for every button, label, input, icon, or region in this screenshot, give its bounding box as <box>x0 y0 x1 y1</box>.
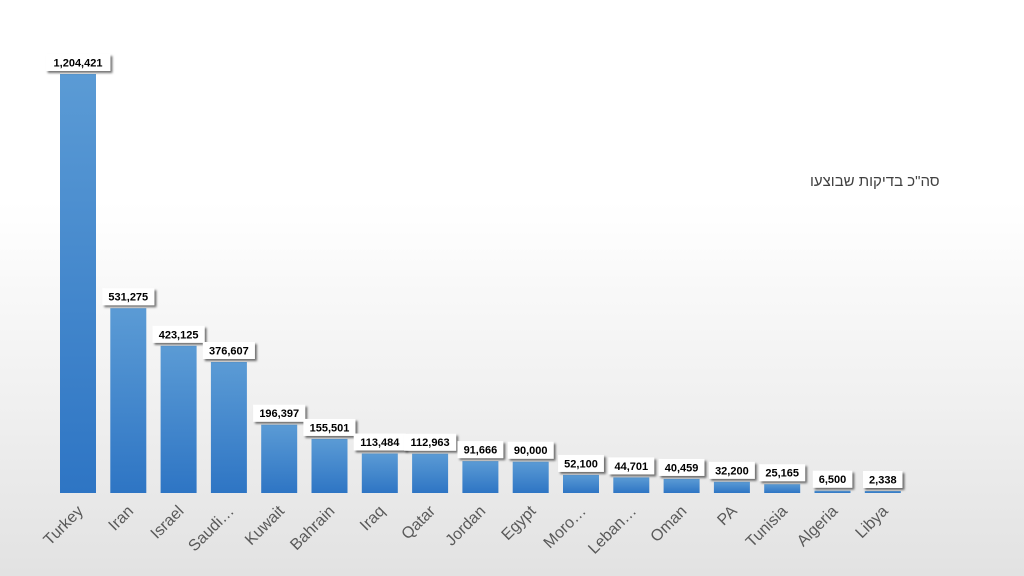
bar-6 <box>361 453 398 493</box>
value-label-box-3 <box>202 342 255 359</box>
bar-11 <box>613 477 650 493</box>
bar-5 <box>311 438 348 493</box>
bar-2 <box>160 345 197 493</box>
value-label-box-2 <box>152 325 205 343</box>
value-label-10: 52,100 <box>564 458 598 470</box>
value-label-box-8 <box>457 441 504 459</box>
chart-title: סה"כ בדיקות שבוצעו <box>810 173 940 190</box>
category-label-16: Libya <box>853 503 892 542</box>
value-label-3: 376,607 <box>209 346 249 358</box>
value-label-box-6 <box>353 433 406 451</box>
category-label-6: Iraq <box>357 503 389 535</box>
value-label-box-1 <box>102 288 155 306</box>
value-label-14: 25,165 <box>765 468 799 480</box>
category-label-11: Leban… <box>585 503 640 558</box>
bar-15 <box>814 490 851 493</box>
bar-7 <box>412 453 449 493</box>
category-label-4: Kuwait <box>242 502 288 548</box>
value-label-box-12 <box>658 458 705 476</box>
bar-10 <box>563 474 599 493</box>
category-label-5: Bahrain <box>287 503 338 554</box>
value-label-box-14 <box>759 464 806 482</box>
value-label-7: 112,963 <box>411 437 450 449</box>
category-label-14: Tunisia <box>743 503 791 551</box>
value-label-box-4 <box>253 404 306 422</box>
bar-4 <box>261 424 298 493</box>
value-label-5: 155,501 <box>310 422 350 434</box>
value-label-box-7 <box>404 433 457 451</box>
value-label-box-10 <box>558 454 604 472</box>
category-label-3: Saudi… <box>185 503 237 555</box>
value-label-box-16 <box>863 471 903 488</box>
category-label-9: Egypt <box>499 502 540 543</box>
value-label-box-9 <box>507 441 554 459</box>
category-label-10: Moro… <box>541 503 590 552</box>
category-label-1: Iran <box>106 503 138 535</box>
value-label-15: 6,500 <box>819 474 847 486</box>
bar-16 <box>864 491 901 493</box>
value-label-box-0 <box>45 54 111 71</box>
category-label-13: PA <box>714 503 741 530</box>
bar-0 <box>60 74 96 493</box>
category-label-2: Israel <box>148 503 188 543</box>
value-label-13: 32,200 <box>715 465 749 477</box>
value-label-8: 91,666 <box>464 445 498 457</box>
category-label-15: Algeria <box>794 503 841 550</box>
bar-3 <box>210 362 247 493</box>
value-label-12: 40,459 <box>665 462 699 474</box>
bar-1 <box>110 308 147 493</box>
value-label-0: 1,204,421 <box>54 58 103 70</box>
value-label-6: 113,484 <box>360 437 400 449</box>
value-label-9: 90,000 <box>514 445 548 457</box>
category-label-8: Jordan <box>443 503 490 550</box>
value-label-box-11 <box>608 457 655 475</box>
bar-14 <box>764 484 801 493</box>
value-label-1: 531,275 <box>108 292 148 304</box>
category-label-12: Oman <box>648 503 691 546</box>
value-label-box-13 <box>709 461 755 479</box>
bar-13 <box>713 481 750 493</box>
bar-12 <box>663 478 700 493</box>
bar-8 <box>462 461 499 493</box>
category-label-7: Qatar <box>399 502 440 543</box>
value-label-11: 44,701 <box>614 461 648 473</box>
value-label-16: 2,338 <box>869 475 897 487</box>
value-label-box-5 <box>303 418 356 436</box>
value-label-box-15 <box>812 470 853 488</box>
bar-9 <box>512 461 549 493</box>
value-label-4: 196,397 <box>259 408 299 420</box>
value-label-2: 423,125 <box>159 329 199 341</box>
category-label-0: Turkey <box>41 503 87 549</box>
